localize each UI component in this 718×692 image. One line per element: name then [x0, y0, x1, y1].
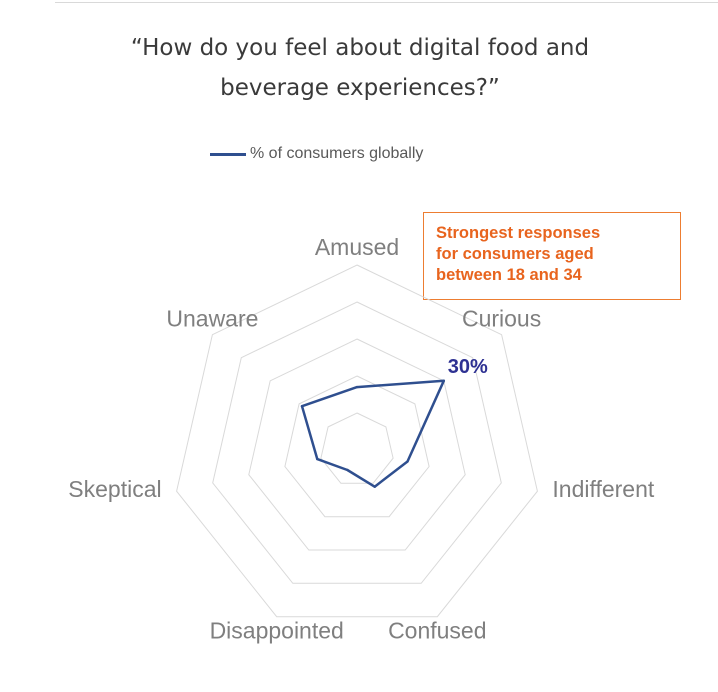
data-point-indifferent: [406, 460, 409, 463]
axis-label-unaware: Unaware: [166, 306, 258, 332]
axis-label-confused: Confused: [388, 618, 486, 644]
data-point-amused: [355, 385, 359, 389]
data-point-skeptical: [316, 457, 319, 461]
grid-ring-2: [284, 375, 430, 518]
chart-title: “How do you feel about digital food and …: [60, 28, 660, 108]
axis-label-skeptical: Skeptical: [68, 476, 161, 502]
data-point-confused: [373, 485, 376, 488]
legend: % of consumers globally: [210, 145, 423, 163]
callout-line-3: between 18 and 34: [436, 266, 582, 284]
axis-label-amused: Amused: [315, 234, 399, 260]
callout-line-1: Strongest responses: [436, 224, 601, 242]
grid-ring-4: [212, 301, 502, 584]
grid-ring-5: [176, 264, 538, 618]
callout-box: Strongest responses for consumers aged b…: [423, 212, 681, 300]
callout-line-2: for consumers aged: [436, 245, 594, 263]
legend-label: % of consumers globally: [250, 145, 424, 162]
axis-label-indifferent: Indifferent: [552, 476, 654, 502]
data-label-curious: 30%: [448, 356, 488, 378]
axis-label-disappointed: Disappointed: [210, 618, 344, 644]
grid-ring-1: [320, 412, 394, 484]
legend-line-swatch: [210, 152, 246, 156]
grid-ring-3: [248, 338, 466, 551]
data-point-unaware: [300, 405, 304, 408]
top-divider: [55, 2, 718, 3]
axis-label-curious: Curious: [462, 306, 541, 332]
data-point-curious: [442, 379, 445, 382]
series-line-1: [300, 379, 446, 488]
data-point-disappointed: [346, 468, 349, 472]
chart-title-line-2: beverage experiences?”: [220, 75, 500, 101]
chart-title-line-1: “How do you feel about digital food and: [130, 35, 590, 61]
